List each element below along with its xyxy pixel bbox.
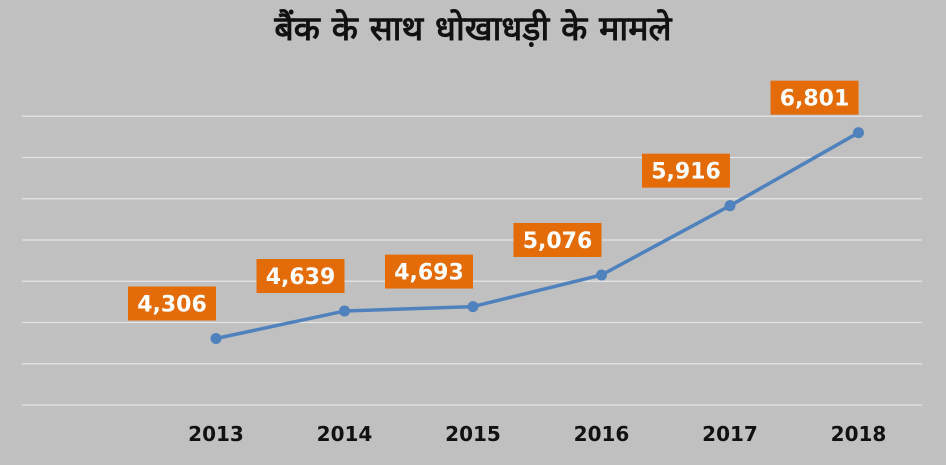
data-label-box xyxy=(513,222,602,257)
data-label: 5,916 xyxy=(642,153,730,188)
x-axis-ticks: 2013 2014 2015 2016 2017 2018 xyxy=(188,422,886,446)
data-point xyxy=(724,200,736,212)
data-label-box xyxy=(256,259,345,294)
data-point xyxy=(339,305,350,317)
data-point xyxy=(596,269,607,281)
x-tick-label: 2016 xyxy=(574,422,630,446)
x-tick-label: 2014 xyxy=(317,422,373,446)
x-tick-label: 2017 xyxy=(702,422,758,446)
data-label-text: 5,916 xyxy=(651,160,721,185)
data-label-text: 4,306 xyxy=(137,293,207,318)
data-label-text: 4,693 xyxy=(394,261,464,286)
data-label: 6,801 xyxy=(770,80,859,115)
data-label-box xyxy=(385,254,473,289)
data-point xyxy=(210,333,222,345)
x-tick-label: 2013 xyxy=(188,422,244,446)
data-label-box xyxy=(128,286,216,321)
data-labels: 4,306 4,639 4,693 5,076 5,916 6,801 xyxy=(128,80,859,321)
data-label: 4,639 xyxy=(256,259,345,294)
series-line xyxy=(214,130,861,341)
chart-title: बैंक के साथ धोखाधड़ी के मामले xyxy=(274,9,672,49)
data-label: 4,693 xyxy=(385,254,473,289)
data-label: 4,306 xyxy=(128,286,216,321)
data-point xyxy=(467,301,479,313)
gridlines xyxy=(22,115,922,406)
data-points xyxy=(210,127,864,345)
data-label-text: 5,076 xyxy=(523,229,593,254)
x-tick-label: 2015 xyxy=(445,422,501,446)
data-label-text: 6,801 xyxy=(780,87,850,112)
series-layer xyxy=(214,130,861,341)
data-label-box xyxy=(770,80,859,115)
data-label-text: 4,639 xyxy=(266,265,336,290)
data-label: 5,076 xyxy=(513,222,602,257)
data-label-box xyxy=(642,153,730,188)
x-tick-label: 2018 xyxy=(831,422,887,446)
data-point xyxy=(853,127,864,139)
